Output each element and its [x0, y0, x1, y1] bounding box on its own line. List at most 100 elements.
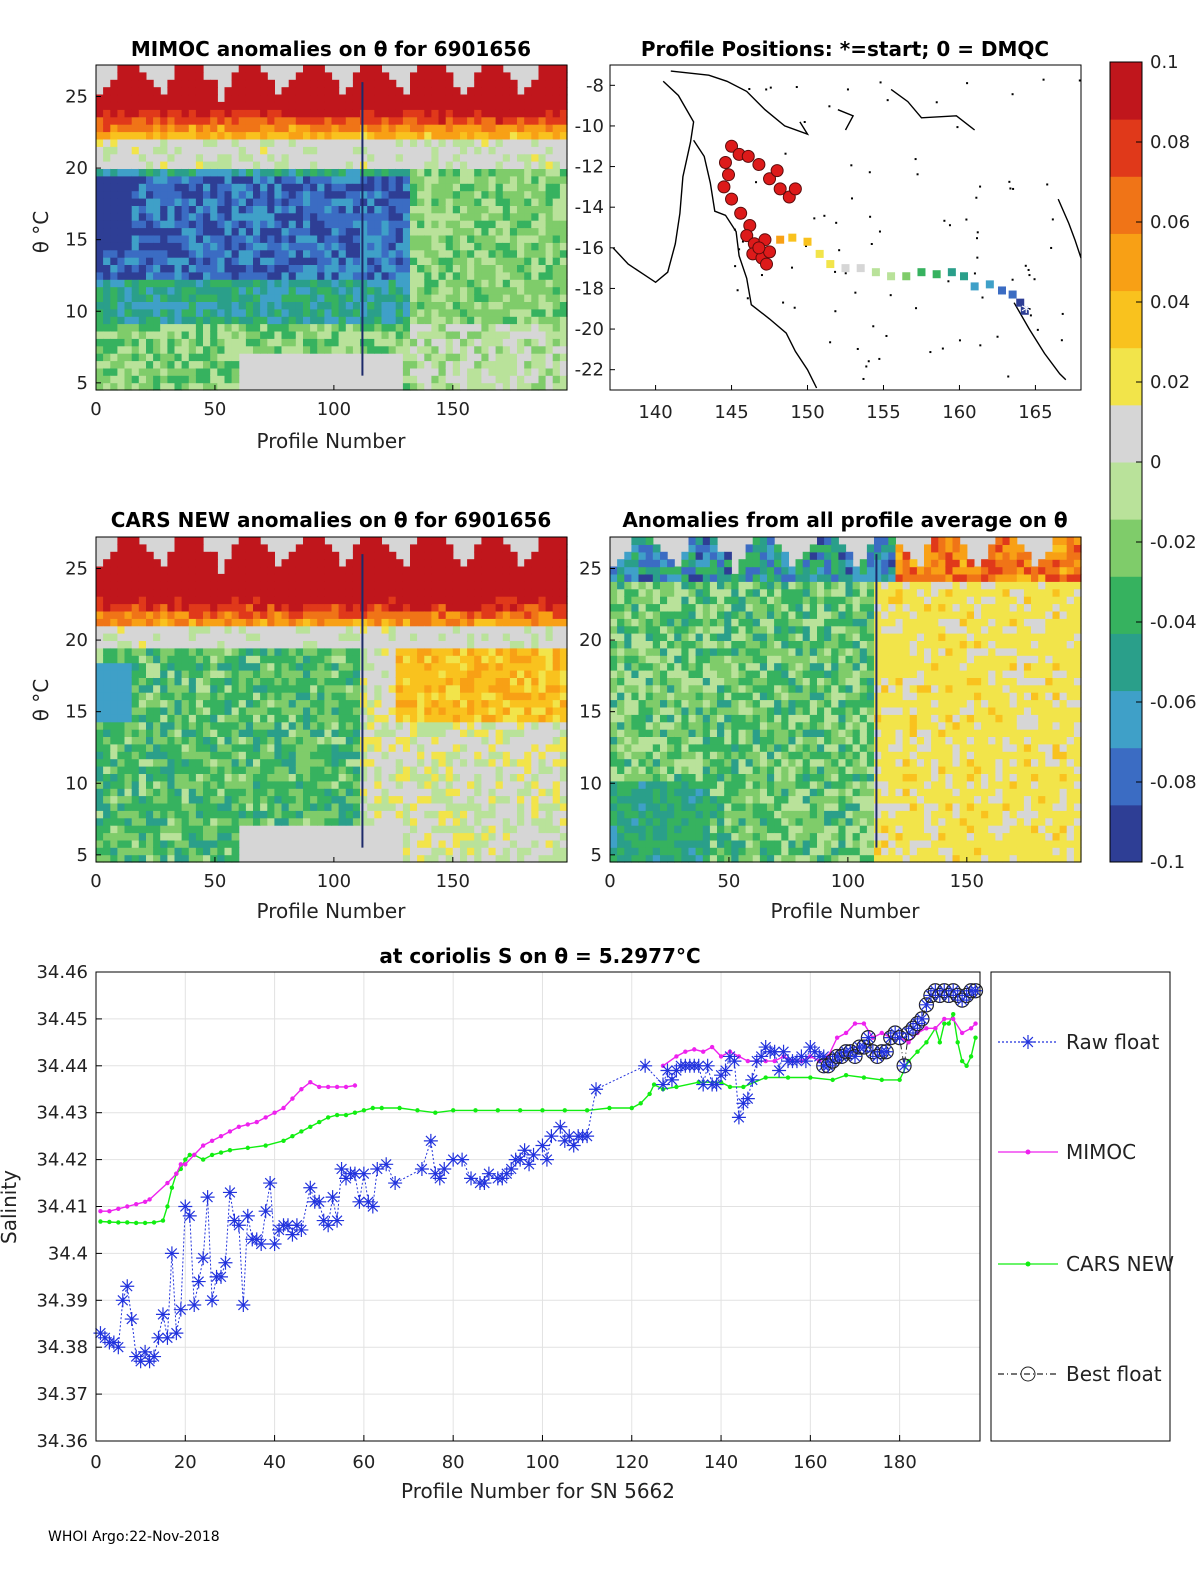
heatmap-cell [417, 161, 425, 169]
heatmap-cell [395, 596, 404, 605]
heatmap-cell [195, 168, 204, 177]
heatmap-cell [538, 79, 547, 88]
heatmap-cell [345, 573, 354, 582]
heatmap-cell [217, 684, 225, 693]
heatmap-cell [467, 308, 475, 317]
heatmap-cell [181, 131, 190, 140]
heatmap-cell [117, 323, 126, 332]
heatmap-cell [103, 168, 111, 177]
heatmap-cell [295, 559, 304, 568]
heatmap-cell [324, 766, 333, 774]
heatmap-cell [260, 692, 268, 701]
heatmap-cell [410, 573, 418, 582]
heatmap-cell [288, 138, 297, 147]
heatmap-cell [110, 87, 118, 96]
heatmap-cell [402, 714, 411, 723]
heatmap-cell [167, 175, 176, 184]
heatmap-cell [331, 736, 340, 745]
heatmap-cell [417, 345, 425, 354]
heatmap-cell [410, 168, 418, 177]
heatmap-cell [360, 751, 368, 760]
heatmap-cell [195, 257, 204, 265]
heatmap-cell [381, 94, 390, 103]
heatmap-cell [531, 131, 539, 140]
heatmap-cell [324, 670, 333, 678]
heatmap-cell [538, 65, 547, 73]
heatmap-cell [545, 72, 554, 81]
heatmap-cell [317, 773, 325, 782]
heatmap-cell [117, 308, 126, 317]
heatmap-cell [417, 854, 425, 863]
heatmap-cell [317, 124, 325, 133]
heatmap-cell [117, 153, 126, 162]
heatmap-cell [488, 345, 497, 354]
heatmap-cell [138, 655, 147, 664]
heatmap-cell [210, 212, 218, 221]
heatmap-cell [310, 234, 318, 243]
heatmap-cell [195, 766, 204, 774]
heatmap-cell [210, 625, 218, 634]
heatmap-cell [238, 338, 247, 347]
heatmap-cell [160, 743, 168, 752]
heatmap-cell [267, 581, 275, 590]
heatmap-cell [153, 633, 161, 641]
heatmap-cell [467, 301, 475, 310]
heatmap-cell [417, 832, 425, 841]
heatmap-cell [417, 190, 425, 199]
heatmap-cell [438, 257, 447, 265]
heatmap-cell [167, 573, 176, 582]
heatmap-cell [103, 220, 111, 229]
heatmap-cell [260, 670, 268, 678]
heatmap-cell [538, 138, 547, 147]
heatmap-cell [538, 205, 547, 214]
heatmap-cell [103, 264, 111, 273]
heatmap-cell [452, 677, 461, 686]
heatmap-cell [438, 138, 447, 147]
heatmap-cell [381, 138, 390, 147]
coastline [612, 80, 695, 284]
heatmap-cell [445, 729, 454, 737]
heatmap-cell [146, 183, 154, 192]
heatmap-cell [210, 360, 218, 369]
heatmap-cell [267, 234, 275, 243]
x-tick-label: 165 [1018, 402, 1052, 423]
heatmap-cell [117, 618, 126, 627]
heatmap-cell [245, 537, 254, 545]
heatmap-cell [374, 338, 382, 347]
heatmap-cell [238, 736, 247, 745]
heatmap-cell [103, 832, 111, 841]
heatmap-cell [295, 736, 304, 745]
heatmap-cell [245, 316, 254, 325]
heatmap-cell [281, 795, 290, 804]
heatmap-cell [360, 780, 368, 789]
heatmap-cell [167, 94, 176, 103]
heatmap-cell [345, 116, 354, 125]
heatmap-cell [352, 264, 361, 273]
heatmap-cell [96, 146, 104, 155]
reef-dot [736, 289, 739, 292]
heatmap-cell [452, 205, 461, 214]
heatmap-cell [210, 161, 218, 169]
heatmap-cell [267, 714, 275, 723]
heatmap-cell [146, 832, 154, 841]
heatmap-cell [131, 168, 140, 177]
heatmap-cell [295, 116, 304, 125]
heatmap-cell [317, 264, 325, 273]
reef-dot [879, 81, 882, 84]
heatmap-cell [174, 109, 183, 118]
heatmap-cell [103, 640, 111, 649]
heatmap-cell [417, 596, 425, 605]
heatmap-cell [117, 692, 126, 701]
heatmap-cell [217, 294, 225, 302]
heatmap-cell [281, 662, 290, 671]
heatmap-cell [460, 116, 468, 125]
heatmap-cell [495, 338, 504, 347]
heatmap-cell [160, 161, 168, 169]
heatmap-cell [310, 294, 318, 302]
heatmap-cell [395, 286, 404, 295]
heatmap-cell [224, 382, 233, 391]
heatmap-cell [445, 610, 454, 619]
heatmap-cell [402, 758, 411, 767]
heatmap-cell [395, 301, 404, 310]
